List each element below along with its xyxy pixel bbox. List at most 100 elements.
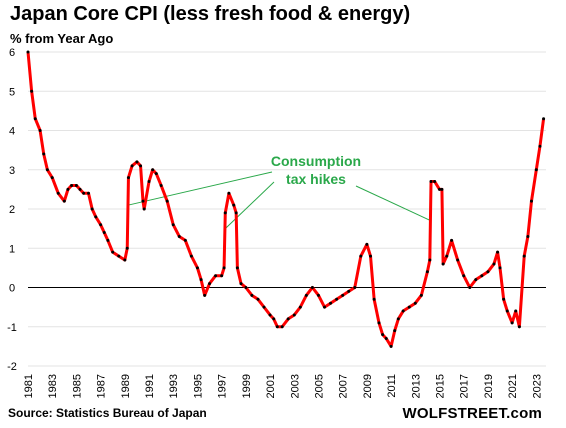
data-point [440, 187, 444, 191]
x-tick-label: 2009 [362, 374, 374, 398]
brand-logo: WOLFSTREET.com [402, 405, 542, 422]
data-point [377, 321, 381, 325]
data-point [522, 254, 526, 258]
data-point [496, 250, 500, 254]
data-point [87, 191, 91, 195]
data-point [529, 199, 533, 203]
y-axis-label: % from Year Ago [10, 31, 114, 46]
y-tick-label: -1 [7, 322, 17, 334]
data-point [468, 286, 472, 289]
data-point [445, 254, 449, 258]
data-point [117, 254, 121, 258]
data-point [359, 254, 363, 258]
data-point [369, 254, 373, 258]
annotation-pointer [224, 181, 275, 229]
data-point [353, 286, 357, 289]
data-point [70, 183, 74, 187]
data-point [208, 282, 212, 286]
data-point [239, 282, 243, 286]
annotation-pointer [128, 171, 273, 206]
x-tick-label: 1987 [96, 374, 108, 398]
x-tick-label: 2005 [313, 374, 325, 398]
x-tick-label: 2011 [386, 374, 398, 398]
x-tick-label: 2019 [483, 374, 495, 398]
data-point [244, 286, 248, 289]
data-point [159, 183, 163, 187]
y-tick-label: 5 [9, 86, 15, 98]
data-point [538, 144, 542, 148]
data-point [419, 293, 423, 297]
x-tick-label: 2013 [410, 374, 422, 398]
data-point [329, 301, 333, 305]
data-point [389, 344, 393, 348]
data-point [106, 238, 110, 242]
x-tick-label: 1999 [241, 374, 253, 398]
data-point [62, 199, 66, 203]
annotation-pointer [355, 185, 432, 222]
data-point [401, 309, 405, 313]
data-point [90, 207, 94, 211]
annotation-line-1: Consumption [271, 153, 361, 169]
data-point [381, 333, 385, 337]
data-point [78, 187, 82, 191]
x-tick-label: 2017 [459, 374, 471, 398]
data-point [50, 176, 54, 180]
data-point [462, 274, 466, 278]
data-point [441, 262, 445, 266]
data-point [280, 325, 284, 329]
data-point [26, 50, 30, 54]
data-point [126, 176, 130, 180]
data-point [510, 321, 514, 325]
data-point [177, 234, 181, 238]
data-point [433, 180, 437, 184]
data-point [542, 117, 546, 121]
data-point [437, 187, 441, 191]
data-point [220, 274, 224, 278]
data-point [486, 270, 490, 274]
data-point [189, 254, 193, 258]
y-tick-label: 3 [9, 165, 15, 177]
data-point [125, 246, 129, 250]
data-point [502, 297, 506, 301]
y-tick-label: 2 [9, 204, 15, 216]
data-point [268, 313, 272, 317]
data-point [214, 274, 218, 278]
page-title: Japan Core CPI (less fresh food & energy… [10, 3, 411, 25]
data-point [262, 305, 266, 309]
data-point [139, 164, 143, 168]
data-point [526, 234, 530, 238]
data-point [347, 289, 351, 293]
data-point [384, 337, 388, 341]
data-point [223, 211, 227, 215]
data-point [428, 258, 432, 262]
data-point [199, 278, 203, 282]
data-point [292, 313, 296, 317]
data-point [222, 266, 226, 270]
data-point [498, 266, 502, 270]
data-point [514, 309, 518, 313]
data-point [407, 305, 411, 309]
x-tick-label: 1997 [217, 374, 229, 398]
data-point [272, 317, 276, 321]
x-tick-label: 1993 [168, 374, 180, 398]
data-point [474, 278, 478, 282]
data-point [151, 168, 155, 172]
data-point [323, 305, 327, 309]
data-point [316, 293, 320, 297]
data-point [372, 297, 376, 301]
data-point [33, 117, 37, 121]
data-point [94, 215, 98, 219]
x-tick-label: 1983 [47, 374, 59, 398]
data-point [183, 238, 187, 242]
x-tick-label: 2015 [434, 374, 446, 398]
y-tick-label: -2 [7, 361, 17, 373]
y-tick-label: 1 [9, 243, 15, 255]
x-tick-label: 2007 [338, 374, 350, 398]
x-tick-label: 2023 [531, 374, 543, 398]
series-line [26, 51, 546, 348]
data-point [396, 317, 400, 321]
data-point [30, 89, 34, 93]
data-point [534, 168, 538, 172]
annotation-line-2: tax hikes [286, 171, 346, 187]
